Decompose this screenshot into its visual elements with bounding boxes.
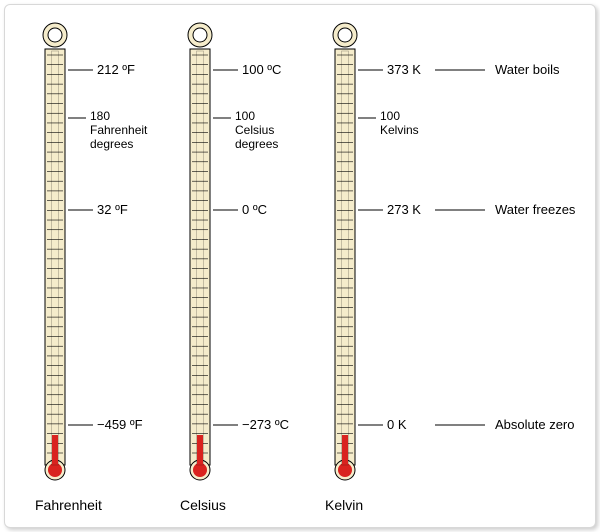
- event-freeze: Water freezes: [495, 202, 576, 217]
- scale-name: Kelvin: [325, 497, 363, 513]
- interval-unit2: degrees: [90, 137, 133, 151]
- label-freeze: 0 ºC: [242, 202, 267, 217]
- label-abszero: −459 ºF: [97, 417, 143, 432]
- interval-unit: Fahrenheit: [90, 123, 148, 137]
- label-abszero: −273 ºC: [242, 417, 289, 432]
- label-boil: 100 ºC: [242, 62, 281, 77]
- interval-count: 100: [235, 109, 255, 123]
- label-abszero: 0 K: [387, 417, 407, 432]
- interval-unit2: degrees: [235, 137, 278, 151]
- tube: [190, 49, 210, 465]
- thermometer: [333, 23, 357, 480]
- tube: [45, 49, 65, 465]
- interval-unit: Celsius: [235, 123, 274, 137]
- event-boil: Water boils: [495, 62, 560, 77]
- scale-name: Fahrenheit: [35, 497, 102, 513]
- top-ring-inner: [338, 28, 352, 42]
- label-freeze: 273 K: [387, 202, 421, 217]
- thermometer: [188, 23, 212, 480]
- thermometer-figure: 212 ºF32 ºF−459 ºF180FahrenheitdegreesFa…: [5, 5, 595, 527]
- interval-count: 100: [380, 109, 400, 123]
- top-ring-inner: [193, 28, 207, 42]
- event-abszero: Absolute zero: [495, 417, 575, 432]
- scale-name: Celsius: [180, 497, 226, 513]
- label-freeze: 32 ºF: [97, 202, 128, 217]
- tube: [335, 49, 355, 465]
- label-boil: 212 ºF: [97, 62, 135, 77]
- interval-unit: Kelvins: [380, 123, 419, 137]
- thermometer: [43, 23, 67, 480]
- top-ring-inner: [48, 28, 62, 42]
- label-boil: 373 K: [387, 62, 421, 77]
- interval-count: 180: [90, 109, 110, 123]
- diagram-card: 212 ºF32 ºF−459 ºF180FahrenheitdegreesFa…: [4, 4, 596, 528]
